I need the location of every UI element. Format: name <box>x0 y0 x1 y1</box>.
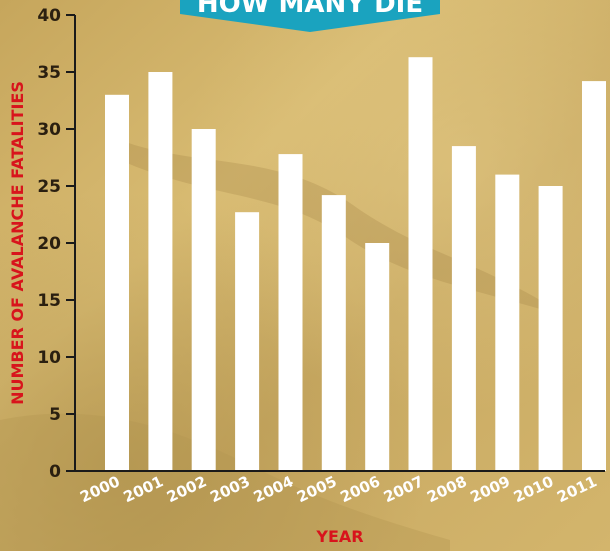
bar-2007 <box>408 57 433 471</box>
bar-2001 <box>148 72 173 471</box>
bar-2005 <box>321 195 346 471</box>
y-tick-label: 20 <box>37 234 61 254</box>
bar-2002 <box>191 129 216 471</box>
y-tick-label: 25 <box>37 177 61 197</box>
banner-text: HOW MANY DIE <box>197 0 423 19</box>
y-tick-label: 35 <box>37 63 61 83</box>
x-axis-title: YEAR <box>315 527 363 546</box>
y-tick-label: 5 <box>49 405 61 425</box>
bar-2010 <box>538 186 563 471</box>
y-tick-label: 40 <box>37 6 61 26</box>
y-axis-ticks: 0 5 10 15 20 25 30 35 40 <box>37 6 75 482</box>
bar-2003 <box>235 212 260 471</box>
banner-shape <box>180 0 440 32</box>
y-tick-label: 15 <box>37 291 61 311</box>
bar-2011 <box>582 81 606 471</box>
y-tick-label: 10 <box>37 348 61 368</box>
y-axis-title: NUMBER OF AVALANCHE FATALITIES <box>8 81 27 405</box>
bar-2000 <box>105 94 129 472</box>
bar-2006 <box>365 243 390 471</box>
bar-2004 <box>278 154 303 471</box>
bar-2008 <box>451 146 476 471</box>
y-tick-label: 0 <box>49 462 61 482</box>
y-tick-label: 30 <box>37 120 61 140</box>
bar-2009 <box>495 174 520 471</box>
bars <box>105 57 606 472</box>
banner: HOW MANY DIE <box>180 0 440 32</box>
